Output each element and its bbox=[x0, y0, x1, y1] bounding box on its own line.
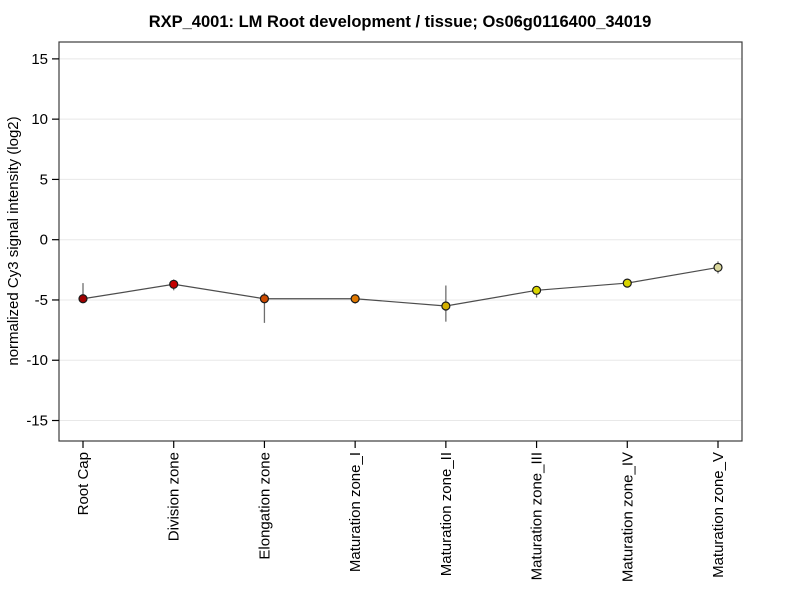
error-bars bbox=[82, 261, 719, 323]
chart-title: RXP_4001: LM Root development / tissue; … bbox=[149, 13, 652, 31]
x-tick-label: Elongation zone bbox=[256, 452, 273, 560]
x-tick-label: Maturation zone_II bbox=[438, 452, 455, 576]
y-tick-label: 5 bbox=[40, 171, 48, 188]
series-line bbox=[82, 266, 719, 307]
data-point bbox=[169, 279, 179, 289]
data-point bbox=[78, 294, 88, 304]
y-axis-ticks bbox=[52, 58, 59, 422]
data-point bbox=[259, 294, 270, 304]
y-tick-label: -5 bbox=[35, 292, 48, 309]
x-tick-label: Root Cap bbox=[75, 452, 92, 515]
plot-frame bbox=[58, 41, 743, 442]
x-axis-tick-labels: Root Cap Division zone Elongation zone Matu… bbox=[75, 452, 727, 582]
x-tick-label: Maturation zone_I bbox=[347, 452, 364, 572]
data-point bbox=[441, 301, 451, 311]
gridlines bbox=[59, 58, 742, 422]
y-tick-label: 0 bbox=[40, 232, 48, 249]
x-tick-label: Maturation zone_V bbox=[710, 452, 727, 578]
y-tick-label: -15 bbox=[26, 413, 48, 430]
data-point bbox=[713, 262, 723, 273]
y-tick-label: -10 bbox=[26, 352, 48, 369]
data-points bbox=[78, 262, 723, 311]
y-tick-label: 10 bbox=[31, 111, 48, 128]
x-axis-ticks bbox=[82, 441, 719, 448]
y-axis-title: normalized Cy3 signal intensity (log2) bbox=[5, 116, 22, 365]
x-tick-label: Maturation zone_IV bbox=[619, 452, 636, 582]
data-point bbox=[531, 285, 542, 295]
x-tick-label: Maturation zone_III bbox=[529, 452, 546, 580]
x-tick-label: Division zone bbox=[166, 452, 183, 541]
y-tick-label: 15 bbox=[31, 51, 48, 68]
y-axis-tick-labels: 15 10 5 0 -5 -10 -15 bbox=[26, 51, 48, 430]
data-point bbox=[622, 278, 632, 288]
data-point bbox=[350, 294, 360, 304]
